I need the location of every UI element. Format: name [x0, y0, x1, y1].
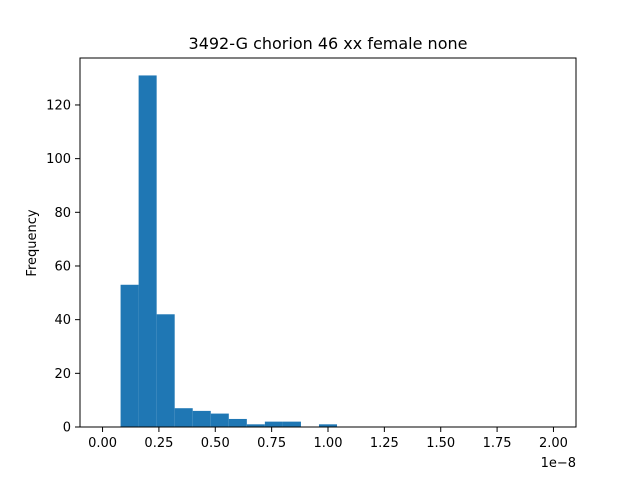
- y-tick-label: 120: [46, 98, 71, 113]
- x-tick-label: 1.25: [370, 436, 399, 451]
- plot-frame: [79, 57, 577, 428]
- histogram-bar-1: [138, 75, 157, 427]
- chart-title: 3492-G chorion 46 xx female none: [189, 34, 468, 53]
- y-tick-label: 60: [54, 259, 71, 274]
- histogram-bar-8: [264, 421, 283, 427]
- histogram-bar-9: [282, 421, 301, 427]
- histogram-bar-3: [174, 408, 193, 427]
- x-tick-label: 0.00: [88, 436, 117, 451]
- histogram-bar-10: [318, 424, 338, 427]
- x-tick-label: 1.00: [314, 436, 343, 451]
- histogram-bar-4: [192, 410, 211, 427]
- histogram-bar-0: [120, 284, 139, 427]
- histogram-bar-2: [156, 314, 175, 427]
- histogram-bars: [120, 75, 338, 427]
- y-axis-ticks: 0 20 40 60 80 100 120: [46, 98, 80, 436]
- x-tick-label: 0.75: [257, 436, 286, 451]
- x-axis-offset-label: 1e−8: [541, 456, 576, 471]
- y-tick-label: 20: [54, 367, 71, 382]
- y-tick-label: 80: [54, 206, 71, 221]
- y-axis-label: Frequency: [25, 209, 40, 276]
- x-tick-label: 0.25: [144, 436, 173, 451]
- x-tick-label: 2.00: [539, 436, 568, 451]
- y-tick-label: 100: [46, 152, 71, 167]
- y-tick-label: 0: [63, 421, 71, 436]
- x-axis-ticks: 0.00 0.25 0.50 0.75 1.00 1.25 1.50 1.75 2.00: [88, 427, 568, 451]
- y-tick-label: 40: [54, 313, 71, 328]
- x-tick-label: 1.50: [426, 436, 455, 451]
- x-tick-label: 1.75: [483, 436, 512, 451]
- histogram-bar-6: [228, 418, 247, 427]
- histogram-bar-7: [246, 424, 265, 427]
- histogram-bar-5: [210, 413, 229, 427]
- x-tick-label: 0.50: [201, 436, 230, 451]
